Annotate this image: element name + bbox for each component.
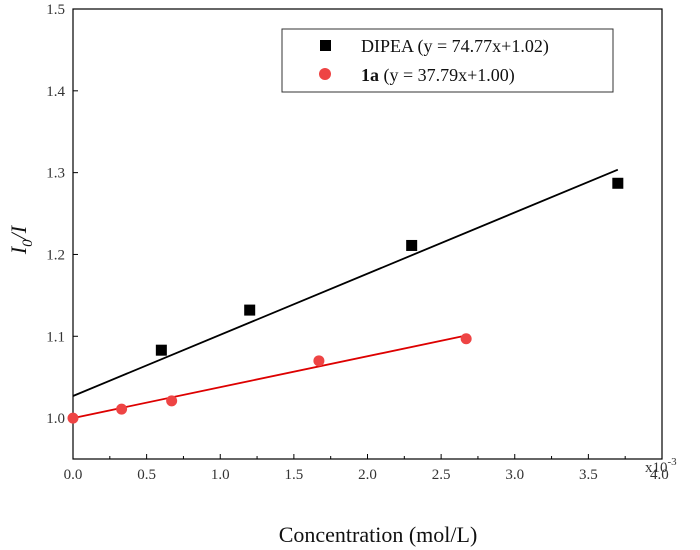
y-axis-title: I0/I [6, 224, 36, 255]
y-tick-label: 1.5 [46, 2, 65, 18]
y-tick-label: 1.4 [46, 84, 65, 100]
x-tick-label: 1.5 [285, 467, 304, 483]
data-point-dipea [244, 304, 256, 316]
legend-series-name-dipea: DIPEA [361, 36, 414, 56]
fit-line-1a [72, 334, 467, 419]
x-tick-label: 1.0 [211, 467, 230, 483]
x-tick-label: 4.0 [650, 467, 669, 483]
x-tick-label: 2.0 [358, 467, 377, 483]
x-axis-multiplier: x10-3 [645, 456, 677, 476]
legend-box [281, 28, 614, 93]
legend-marker-1a [319, 68, 331, 80]
x-tick-label: 3.0 [505, 467, 524, 483]
data-point-dipea [612, 177, 624, 189]
legend-equation-dipea: (y = 74.77x+1.02) [413, 36, 549, 57]
x-tick-label: 3.5 [579, 467, 598, 483]
y-axis-title-tail: /I [6, 224, 31, 241]
data-point-1a [460, 333, 472, 345]
y-tick-label: 1.1 [46, 329, 65, 345]
x-tick-label: 0.0 [64, 467, 83, 483]
x-axis-title: Concentration (mol/L) [279, 522, 478, 547]
axis-ticks: 0.0 0.5 1.0 1.5 2.0 2.5 3.0 3.5 4.0 1.0 1.1 1.2 1.3 1… [46, 2, 669, 483]
legend-series-name-1a: 1a [361, 65, 379, 85]
y-tick-label: 1.3 [46, 166, 65, 182]
data-point-1a [166, 395, 178, 407]
fit-line-dipea [72, 168, 619, 397]
x-axis-multiplier-base: x10 [645, 460, 668, 476]
y-axis-title-main: I [6, 245, 31, 255]
legend-equation-1a: (y = 37.79x+1.00) [379, 65, 515, 86]
data-point-1a [67, 412, 79, 424]
x-tick-label: 2.5 [432, 467, 451, 483]
y-tick-label: 1.2 [46, 247, 65, 263]
data-point-dipea [155, 344, 167, 356]
data-point-1a [116, 403, 128, 415]
legend-label-dipea: DIPEA (y = 74.77x+1.02) [361, 36, 549, 57]
fit-lines [72, 168, 619, 419]
legend-label-1a: 1a (y = 37.79x+1.00) [361, 65, 515, 86]
x-axis-multiplier-exponent: -3 [668, 456, 678, 468]
y-axis-title-subscript: 0 [20, 239, 36, 247]
data-point-dipea [406, 239, 418, 251]
legend-marker-dipea [320, 40, 331, 51]
y-tick-label: 1.0 [46, 411, 65, 427]
x-tick-label: 0.5 [137, 467, 156, 483]
legend: DIPEA (y = 74.77x+1.02) 1a (y = 37.79x+1… [281, 28, 614, 93]
data-points [67, 177, 624, 424]
data-point-1a [313, 355, 325, 367]
